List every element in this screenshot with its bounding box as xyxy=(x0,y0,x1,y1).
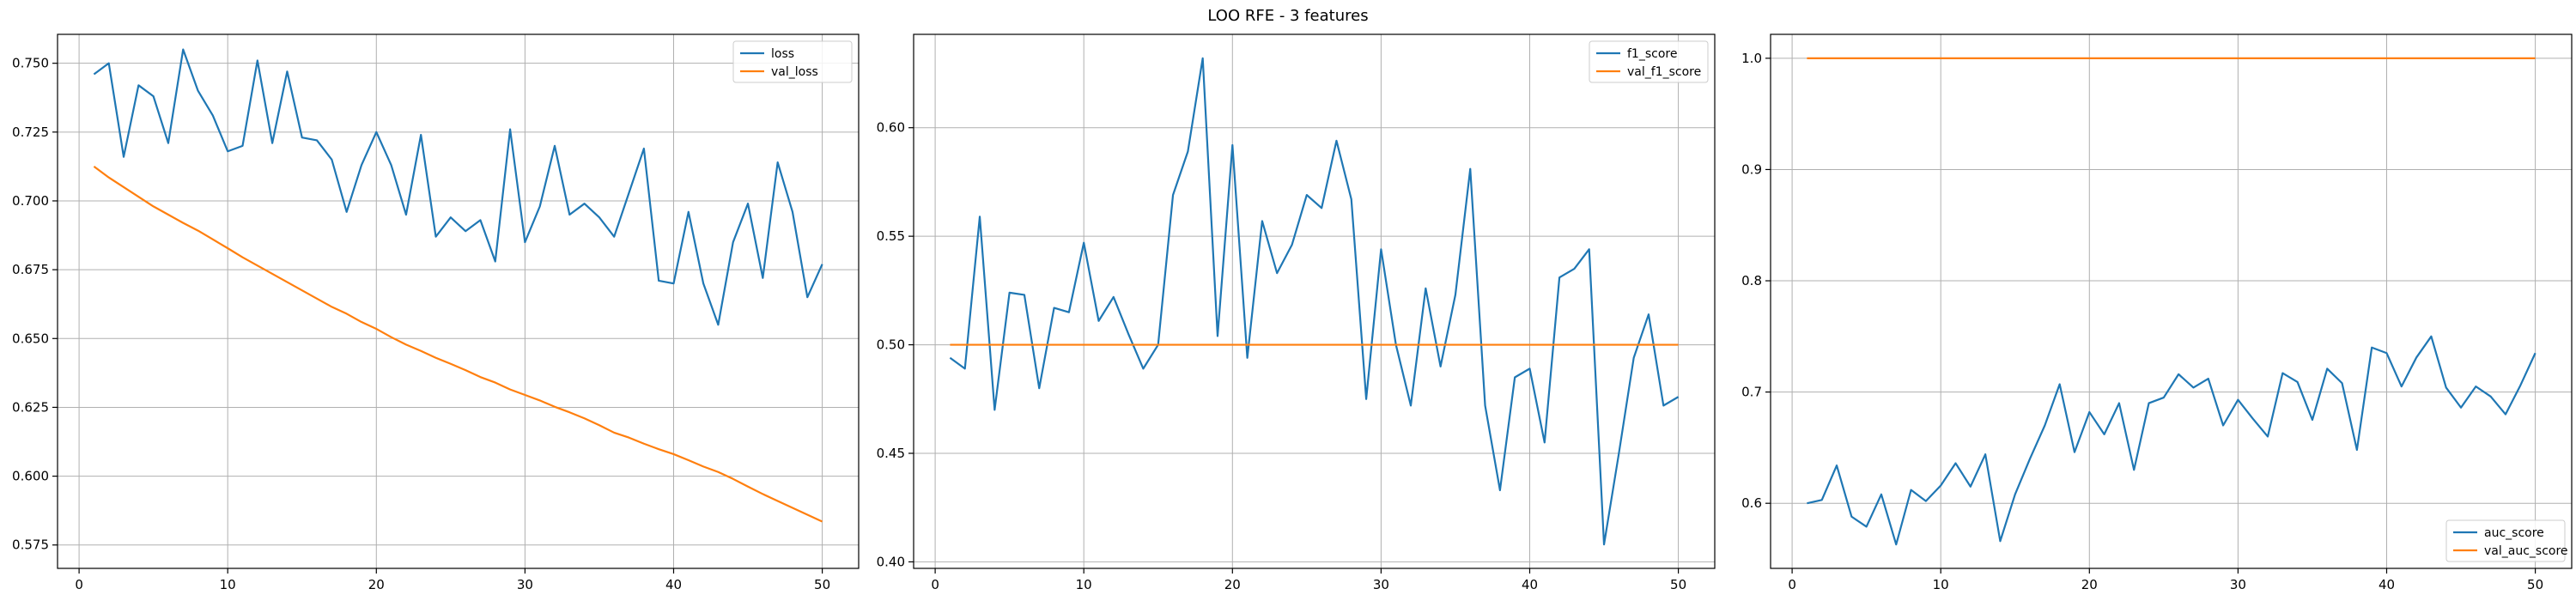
x-tick-label: 40 xyxy=(1522,577,1538,592)
y-tick-label: 1.0 xyxy=(1741,51,1762,66)
y-tick-label: 0.9 xyxy=(1741,161,1762,177)
x-tick-label: 50 xyxy=(2527,577,2543,592)
x-tick-label: 30 xyxy=(1373,577,1389,592)
legend-label-val_auc_score: val_auc_score xyxy=(2484,544,2568,558)
x-tick-label: 20 xyxy=(2081,577,2098,592)
x-tick-label: 30 xyxy=(2230,577,2246,592)
y-tick-label: 0.60 xyxy=(877,120,905,136)
y-tick-label: 0.600 xyxy=(12,469,49,484)
y-tick-label: 0.40 xyxy=(877,554,905,569)
subplot-2: 0 10 20 30 40 50 0.40 0.45 0.50 0.55 0.60 f1_scorev… xyxy=(877,33,1716,592)
figure-title: LOO RFE - 3 features xyxy=(1207,7,1369,25)
x-tick-label: 40 xyxy=(665,577,682,592)
series-line-loss xyxy=(93,48,823,326)
x-tick-label: 0 xyxy=(931,577,939,592)
y-tick-label: 0.625 xyxy=(12,399,49,415)
x-tick-label: 10 xyxy=(1076,577,1092,592)
series-line-auc_score xyxy=(1807,335,2537,546)
x-tick-label: 50 xyxy=(814,577,830,592)
y-tick-label: 0.6 xyxy=(1741,495,1762,511)
y-tick-label: 0.50 xyxy=(877,337,905,353)
x-tick-label: 10 xyxy=(1933,577,1949,592)
y-tick-label: 0.575 xyxy=(12,537,49,553)
y-tick-label: 0.675 xyxy=(12,262,49,277)
x-tick-label: 10 xyxy=(220,577,236,592)
y-tick-label: 0.700 xyxy=(12,193,49,209)
legend: f1_score val_f1_score xyxy=(1589,40,1709,83)
y-tick-label: 0.55 xyxy=(877,228,905,244)
axes-frame xyxy=(913,33,1716,569)
legend: auc_score val_auc_score xyxy=(2445,519,2568,562)
y-tick-label: 0.750 xyxy=(12,56,49,71)
x-tick-label: 30 xyxy=(517,577,533,592)
subplot-3: 0 10 20 30 40 50 0.6 0.7 0.8 0.9 1.0 auc_score val_a… xyxy=(1741,33,2573,592)
axes-frame xyxy=(1770,33,2573,569)
legend-label-auc_score: auc_score xyxy=(2484,526,2544,540)
axes-frame xyxy=(57,33,860,569)
y-tick-label: 0.7 xyxy=(1741,385,1762,400)
legend-label-loss: loss xyxy=(771,47,794,61)
x-tick-label: 50 xyxy=(1670,577,1686,592)
x-tick-label: 40 xyxy=(2379,577,2395,592)
series-line-f1_score xyxy=(949,57,1680,546)
legend-label-val_f1_score: val_f1_score xyxy=(1627,65,1701,79)
x-tick-label: 20 xyxy=(368,577,385,592)
y-tick-label: 0.725 xyxy=(12,124,49,140)
x-tick-label: 20 xyxy=(1224,577,1241,592)
y-tick-label: 0.45 xyxy=(877,446,905,461)
legend-label-f1_score: f1_score xyxy=(1627,47,1677,61)
subplot-1: 0 10 20 30 40 50 0.575 0.600 0.625 0.650 0.675 0.70… xyxy=(12,33,860,592)
legend: loss val_loss xyxy=(732,40,853,83)
series-line-val_loss xyxy=(93,166,823,523)
x-tick-label: 0 xyxy=(75,577,83,592)
y-tick-label: 0.8 xyxy=(1741,273,1762,288)
x-tick-label: 0 xyxy=(1788,577,1796,592)
legend-label-val_loss: val_loss xyxy=(771,65,818,79)
y-tick-label: 0.650 xyxy=(12,331,49,346)
